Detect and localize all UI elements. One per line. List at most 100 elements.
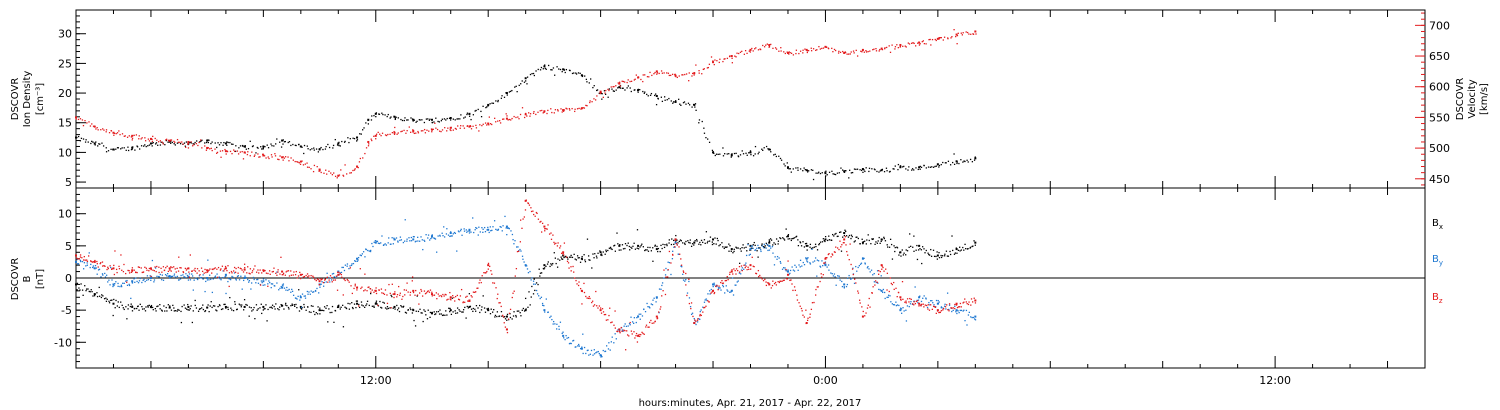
data-point	[195, 142, 198, 145]
data-point	[190, 305, 192, 307]
data-point	[765, 281, 767, 283]
data-point	[619, 87, 622, 89]
data-point	[141, 271, 143, 274]
data-point	[654, 245, 656, 247]
data-point	[804, 48, 806, 50]
data-point	[134, 307, 136, 310]
data-point	[344, 306, 346, 308]
data-point	[586, 297, 588, 299]
data-point	[431, 121, 433, 124]
data-point	[541, 222, 544, 225]
data-point	[501, 118, 504, 120]
data-point	[680, 264, 683, 266]
data-point	[225, 292, 227, 295]
data-point	[268, 270, 271, 272]
data-point	[655, 301, 657, 303]
data-point	[920, 249, 923, 251]
data-point	[429, 118, 431, 120]
data-point	[577, 257, 579, 259]
data-point	[326, 304, 328, 307]
data-point	[940, 163, 942, 166]
data-point	[144, 266, 146, 268]
data-point	[617, 329, 619, 331]
data-point	[725, 279, 728, 282]
data-point	[516, 90, 518, 93]
data-point	[208, 269, 210, 271]
data-point	[554, 74, 556, 76]
data-point	[965, 247, 967, 250]
data-point	[84, 119, 86, 122]
data-point	[246, 272, 248, 274]
data-point	[928, 301, 930, 304]
data-point	[170, 140, 172, 143]
data-point	[786, 51, 788, 53]
data-point	[244, 276, 246, 279]
data-point	[430, 235, 433, 238]
data-point	[262, 278, 265, 280]
data-point	[590, 349, 593, 352]
data-point	[948, 308, 950, 311]
data-point	[479, 279, 481, 281]
data-point	[131, 282, 134, 284]
data-point	[962, 246, 964, 249]
data-point	[872, 238, 875, 240]
data-point	[417, 240, 419, 242]
data-point	[223, 270, 225, 272]
data-point	[368, 143, 370, 145]
data-point	[284, 156, 287, 158]
data-point	[843, 287, 845, 289]
data-point	[683, 271, 685, 273]
data-point	[863, 169, 865, 171]
data-point	[127, 146, 129, 148]
data-point	[193, 269, 195, 271]
data-point	[741, 246, 743, 249]
data-point	[438, 295, 440, 297]
data-point	[850, 234, 853, 236]
data-point	[964, 160, 966, 163]
data-point	[234, 303, 236, 305]
data-point	[594, 253, 596, 255]
data-point	[315, 279, 317, 282]
data-point	[862, 171, 864, 173]
data-point	[651, 322, 653, 324]
data-point	[151, 138, 153, 140]
data-point	[400, 304, 402, 307]
data-point	[834, 49, 837, 52]
data-point	[786, 51, 789, 54]
data-point	[587, 349, 589, 351]
data-point	[819, 172, 822, 175]
data-point	[224, 267, 227, 270]
data-point	[724, 280, 726, 282]
data-point	[585, 78, 588, 81]
data-point	[374, 302, 377, 305]
data-point	[349, 303, 351, 305]
data-point	[562, 334, 565, 337]
data-point	[355, 300, 358, 302]
data-point	[896, 304, 899, 306]
data-point	[721, 242, 723, 244]
data-point	[507, 227, 510, 229]
data-point	[880, 289, 883, 292]
data-point	[553, 243, 556, 245]
data-point	[462, 309, 465, 311]
data-point	[285, 271, 287, 273]
data-point	[138, 266, 141, 269]
data-point	[455, 312, 457, 314]
data-point	[498, 315, 501, 317]
data-point	[98, 295, 101, 297]
data-point	[392, 307, 394, 309]
data-point	[275, 272, 277, 274]
data-point	[601, 93, 603, 95]
data-point	[379, 300, 381, 303]
data-point	[513, 290, 515, 292]
data-point	[896, 44, 898, 46]
data-point	[703, 301, 706, 303]
data-point	[411, 280, 413, 282]
data-point	[851, 268, 854, 270]
data-point	[571, 256, 574, 259]
data-point	[517, 116, 519, 118]
data-point	[704, 242, 706, 245]
data-point	[281, 274, 283, 276]
data-point	[885, 167, 888, 169]
data-point	[688, 302, 691, 305]
